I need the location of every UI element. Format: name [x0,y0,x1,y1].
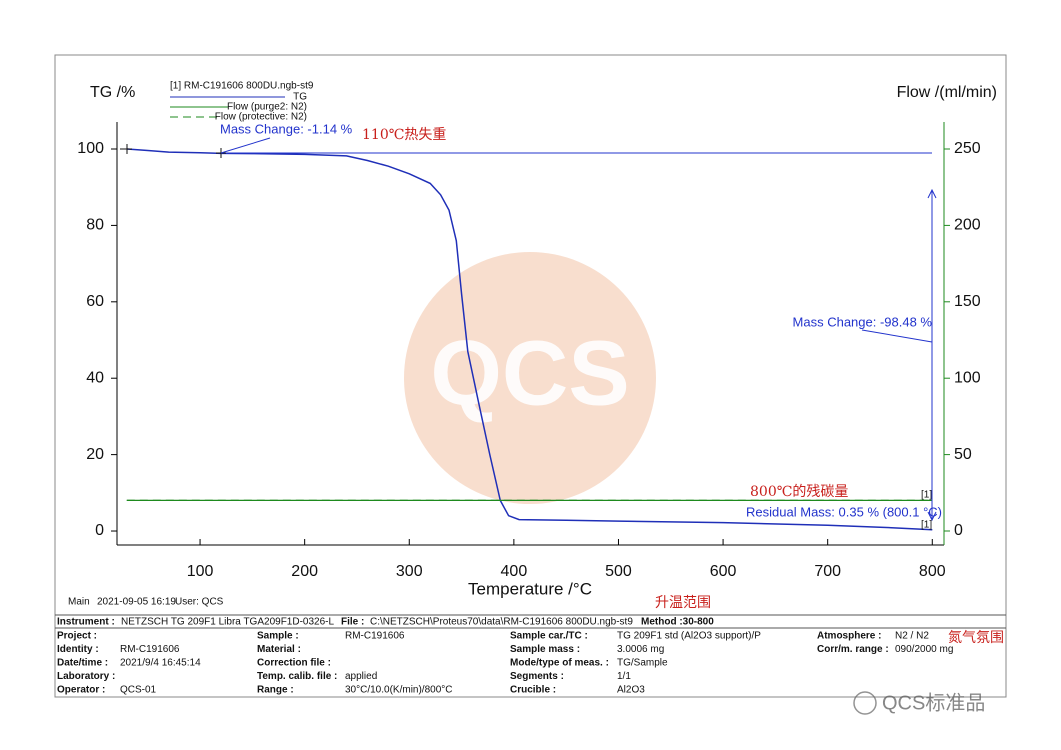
annotation: Residual Mass: 0.35 % (800.1 °C) [746,504,942,519]
y-axis-title: TG /% [90,84,135,101]
info-label: Temp. calib. file : [257,671,337,682]
watermark: QCS [404,252,656,504]
info-value: 3.0006 mg [617,644,664,655]
footer-main: Main [68,597,90,608]
y-tick-label: 100 [77,140,104,157]
y-tick-label: 60 [86,293,104,310]
x-tick-label: 800 [919,563,946,580]
y2-tick-label: 250 [954,140,981,157]
info-value: 090/2000 mg [895,644,953,655]
info-value: N2 / N2 [895,631,929,642]
y2-tick-label: 100 [954,369,981,386]
info-label: Correction file : [257,658,331,669]
brand-text: QCS标准品 [882,691,985,714]
info-label: Operator : [57,685,105,696]
watermark-circle [404,252,656,504]
footer-user: User: QCS [175,597,224,608]
legend-title: [1] RM-C191606 800DU.ngb-st9 [170,81,314,92]
x-tick-label: 200 [291,563,318,580]
x-tick-label: 100 [187,563,214,580]
x-tick-label: 700 [814,563,841,580]
info-label: Crucible : [510,685,556,696]
info-table: Project : Identity : RM-C191606 Date/time :… [57,631,953,696]
legend-label: Flow (purge2: N2) [227,102,307,113]
info-value: Method :30-800 [641,617,714,628]
x-tick-label: 500 [605,563,632,580]
info-label: Identity : [57,644,99,655]
watermark-text: QCS [430,322,629,424]
y2-tick-label: 50 [954,446,972,463]
annotation: Mass Change: -1.14 % [220,121,353,136]
y2-tick-label: 150 [954,293,981,310]
info-value: 2021/9/4 16:45:14 [120,658,201,669]
annotation-note: 升温范围 [655,594,711,611]
info-value: TG 209F1 std (Al2O3 support)/P [617,631,761,642]
info-value: QCS-01 [120,685,157,696]
annotation-note: 110℃热失重 [362,127,446,143]
x-tick-label: 400 [501,563,528,580]
info-label: Mode/type of meas. : [510,658,609,669]
brand-icon [853,691,877,715]
info-value: RM-C191606 [345,631,405,642]
info-label: Atmosphere : [817,631,881,642]
leader [220,137,271,154]
info-label: Sample : [257,631,299,642]
info-label: Date/time : [57,658,108,669]
curve-marker: [1] [921,490,932,501]
info-label: Project : [57,631,97,642]
frame [54,54,1007,698]
plot: 100 200 300 400 500 600 700 800 0 20 40 60 80 100 0 50 1… [77,140,981,580]
info-label: File : [341,617,364,628]
curve-marker: [1] [921,520,932,531]
annotation-note: 800℃的残碳量 [750,484,848,500]
info-label: Sample mass : [510,644,580,655]
info-value: RM-C191606 [120,644,180,655]
info-label: Segments : [510,671,564,682]
step-markers [120,144,226,158]
y2-tick-label: 0 [954,522,963,539]
info-label: Material : [257,644,301,655]
info-value: C:\NETZSCH\Proteus70\data\RM-C191606 800… [370,617,633,628]
y-tick-label: 20 [86,446,104,463]
brand: QCS标准品 [853,691,985,715]
legend-label: TG [293,92,307,103]
info-value: applied [345,671,377,682]
info-label: Sample car./TC : [510,631,588,642]
y-tick-label: 0 [95,522,104,539]
info-label: Corr/m. range : [817,644,889,655]
x-tick-label: 300 [396,563,423,580]
info-label: Instrument : [57,617,115,628]
info-value: 1/1 [617,671,631,682]
leader [861,329,933,343]
info-value: Al2O3 [617,685,645,696]
x-axis-title: Temperature /°C [468,579,592,598]
y-tick-label: 40 [86,369,104,386]
info-value: 30°C/10.0(K/min)/800°C [345,685,453,696]
legend-label: Flow (protective: N2) [215,112,307,123]
y2-tick-label: 200 [954,217,981,234]
y2-axis-title: Flow /(ml/min) [897,84,997,101]
mass-change-arrow [927,188,937,522]
info-value: TG/Sample [617,658,668,669]
annotation: Mass Change: -98.48 % [793,314,933,329]
footer-datetime: 2021-09-05 16:19 [97,597,176,608]
info-label: Range : [257,685,294,696]
info-value: NETZSCH TG 209F1 Libra TGA209F1D-0326-L [121,617,334,628]
x-tick-label: 600 [710,563,737,580]
annotation-note: 氮气氛围 [948,630,1004,646]
info-label: Laboratory : [57,671,115,682]
y-tick-label: 80 [86,217,104,234]
